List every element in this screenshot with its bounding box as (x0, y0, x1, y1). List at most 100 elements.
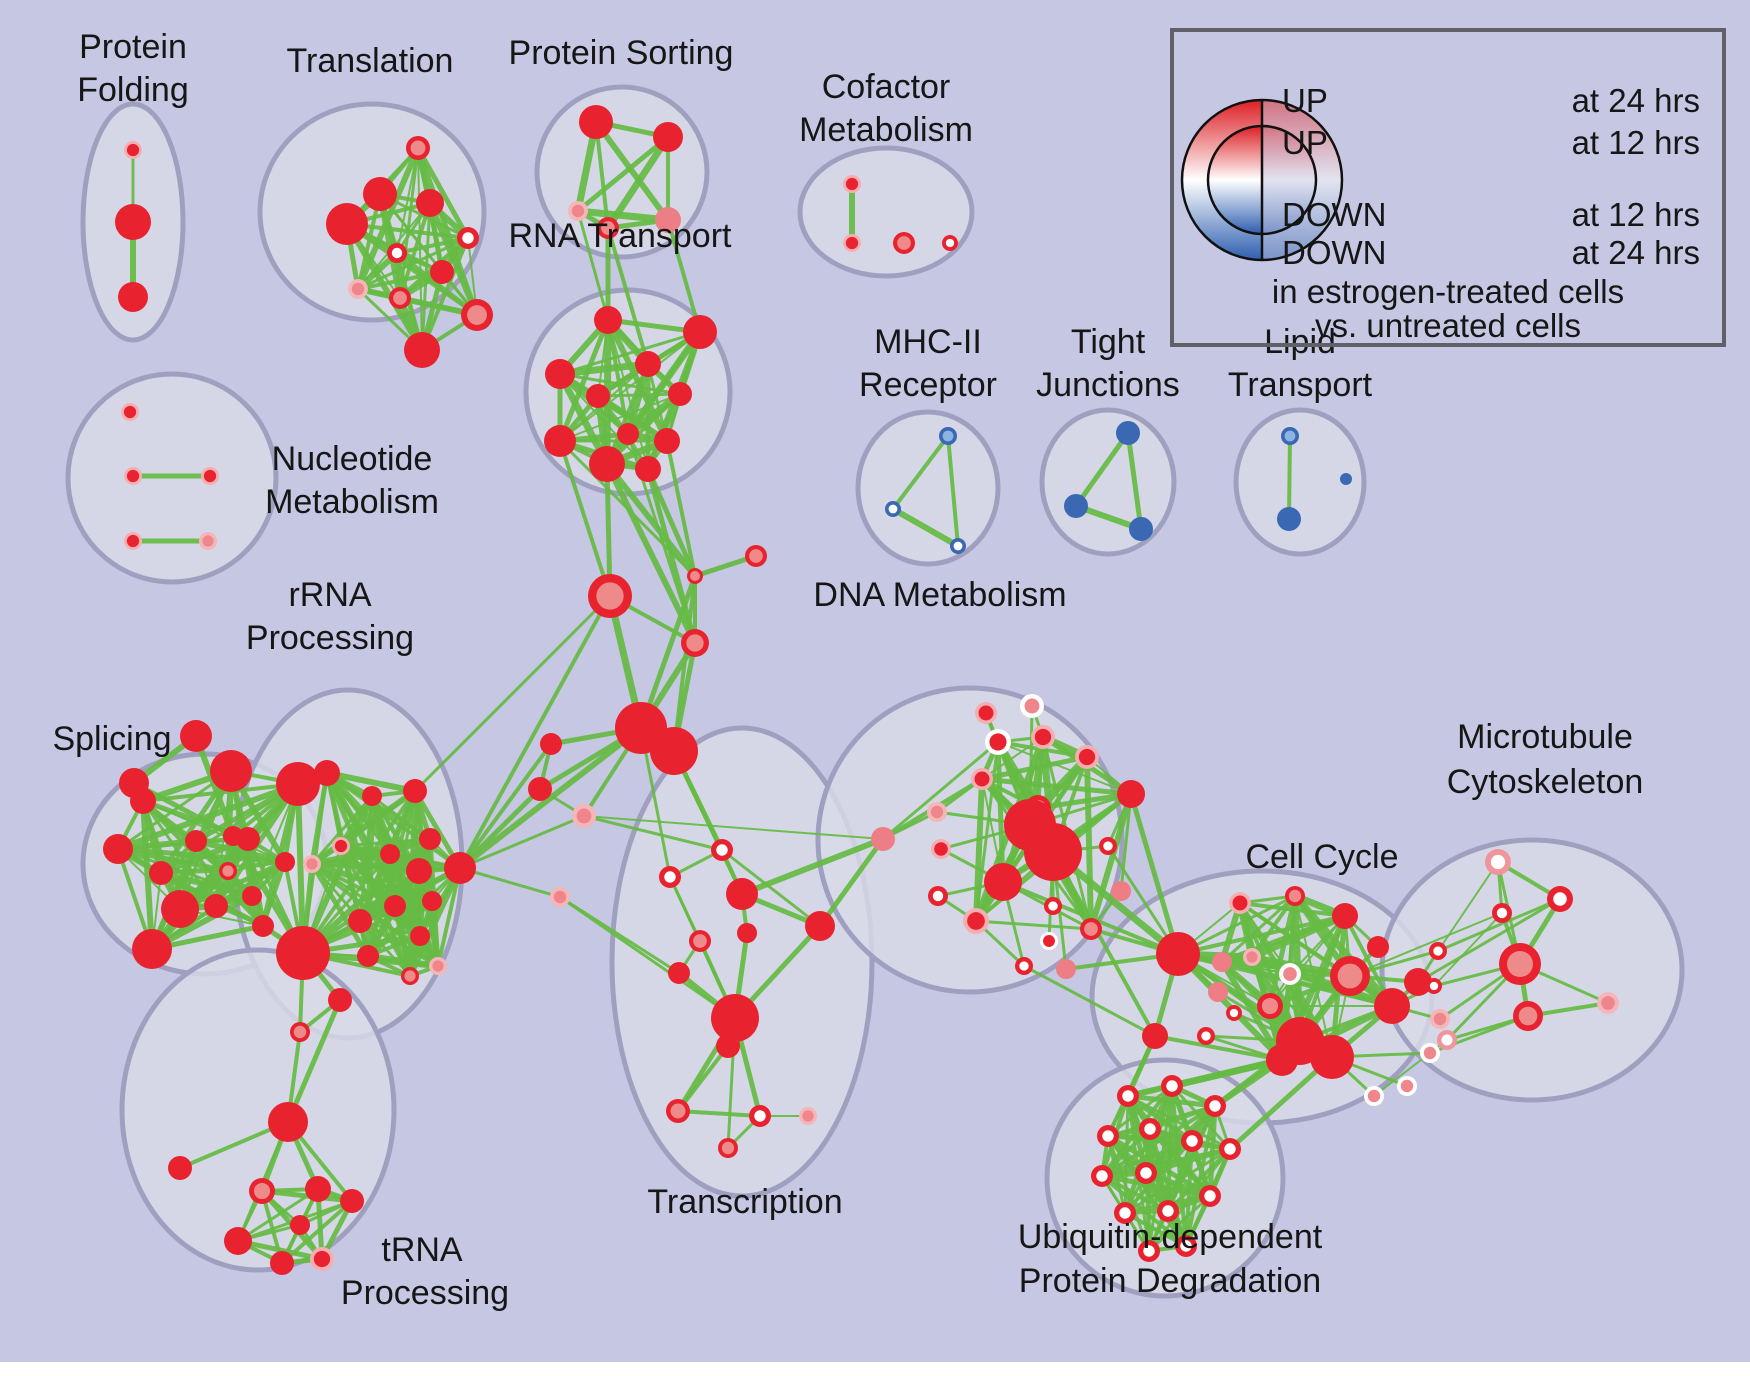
gene-node-89-center (404, 970, 416, 982)
gene-node-29-R (617, 423, 639, 445)
edge-63-70 (140, 798, 155, 952)
gene-node-78-center (334, 839, 348, 853)
gene-node-10-center (351, 282, 365, 296)
gene-node-111-R (716, 1034, 740, 1058)
gene-node-119-center (1078, 748, 1096, 766)
gene-node-98-R (340, 1189, 364, 1213)
gene-node-71-R (204, 894, 228, 918)
legend-up-24-time: at 24 hrs (1572, 82, 1700, 119)
label-folding: Folding (77, 71, 189, 109)
gene-node-13-R (404, 332, 440, 368)
label-lipid: Lipid (1264, 323, 1336, 361)
gene-node-67-R (236, 827, 260, 851)
edge-142-153 (1267, 893, 1298, 1009)
gene-node-32-R (589, 446, 625, 482)
edge-109-116 (817, 836, 886, 929)
gene-node-118-center (1034, 728, 1052, 746)
legend-down-24-time: at 24 hrs (1572, 234, 1700, 271)
edge-174-177 (1106, 1134, 1232, 1151)
gene-node-26-R (635, 351, 661, 377)
gene-node-136-P (1056, 959, 1076, 979)
edge-177-180 (1123, 1147, 1232, 1215)
gene-node-113-center (754, 1110, 766, 1122)
label-splicing: Splicing (52, 720, 171, 758)
gene-node-140-R (1142, 1023, 1168, 1049)
edge-62-83 (295, 781, 306, 956)
label-nucleotide: Nucleotide (272, 440, 433, 478)
edge-140-125 (1051, 850, 1157, 1038)
gene-node-82-R (406, 858, 432, 884)
edge-7-13 (420, 236, 470, 352)
edge-178-182 (1099, 1173, 1213, 1199)
legend-box: UP at 24 hrs UP at 12 hrs DOWN at 12 hrs… (1170, 28, 1726, 347)
edge-7-8 (395, 236, 470, 255)
cluster-cofactor-metabolism (797, 145, 975, 279)
cluster-mhc-ii-receptor (855, 409, 1001, 567)
gene-node-54-R (540, 733, 562, 755)
gene-node-130-center (967, 912, 985, 930)
edge-90-91 (436, 866, 462, 968)
edge-75-77 (324, 770, 418, 794)
gene-node-64-R (103, 834, 133, 864)
gene-node-128-center (934, 842, 948, 856)
gene-node-42-B (1116, 421, 1140, 445)
edge-48-52 (638, 573, 698, 731)
gene-node-131-center (1048, 901, 1058, 911)
gene-node-141-center (1232, 895, 1248, 911)
gene-node-156-R (1310, 1035, 1354, 1079)
gene-node-183-center (1143, 1245, 1155, 1257)
gene-node-138-center (1024, 698, 1040, 714)
gene-node-168-center (1518, 1006, 1538, 1026)
edge-31-48 (665, 439, 697, 578)
gene-node-70-R (132, 929, 172, 969)
gene-node-117-center (989, 733, 1007, 751)
gene-node-61-R (210, 750, 252, 792)
gene-node-181-center (1162, 1205, 1174, 1217)
gene-node-4-R (363, 177, 397, 211)
legend-up-24-dir: UP (1282, 82, 1328, 119)
gene-node-23-R (594, 306, 622, 334)
gene-node-137-center (978, 705, 994, 721)
gene-node-152-center (1229, 1008, 1239, 1018)
gene-node-48-center (690, 571, 700, 581)
edge-157-171 (1125, 1057, 1285, 1099)
gene-node-143-R (1332, 903, 1358, 929)
edge-6-13 (344, 221, 425, 353)
label-metabolism: Metabolism (799, 111, 973, 149)
gene-node-22-center (945, 238, 955, 248)
label-transcription: Transcription (647, 1183, 842, 1221)
gene-node-11-center (393, 291, 407, 305)
label-dna-metabolism: DNA Metabolism (813, 576, 1066, 614)
edge-97-99 (236, 1187, 320, 1243)
edge-63-73 (142, 800, 286, 863)
edge-88-91 (366, 866, 462, 958)
gene-node-87-R (410, 926, 430, 946)
gene-node-21-center (897, 236, 911, 250)
gene-node-173-center (1209, 1100, 1221, 1112)
gene-node-2-R (118, 282, 148, 312)
gene-node-69-R (161, 890, 199, 928)
gene-node-115-center (721, 1141, 735, 1155)
edge-32-48 (604, 461, 698, 579)
gene-node-179-center (1140, 1167, 1152, 1179)
edge-27-31 (595, 393, 670, 444)
edge-89-91 (407, 865, 463, 979)
gene-node-106-center (693, 934, 707, 948)
label-rrna: rRNA (288, 576, 371, 614)
gene-node-41-center (953, 541, 963, 551)
gene-node-31-R (654, 428, 680, 454)
label-rna-transport: RNA Transport (509, 217, 733, 255)
gene-node-20-center (845, 236, 859, 250)
label-protein: Protein (79, 28, 187, 66)
gene-node-182-center (1204, 1190, 1216, 1202)
label-ubiquitin-dependent: Ubiquitin-dependent (1018, 1218, 1323, 1256)
edge-143-146 (1248, 912, 1349, 961)
gene-node-38-center (202, 535, 214, 547)
edge-24-25 (558, 330, 702, 376)
edge-112-113 (676, 1109, 762, 1118)
edge-140-157 (1153, 1034, 1284, 1062)
edge-176-178 (1100, 1139, 1194, 1178)
gene-node-105-R (726, 878, 758, 910)
gene-node-91-R (444, 852, 476, 884)
label-cytoskeleton: Cytoskeleton (1447, 763, 1644, 801)
